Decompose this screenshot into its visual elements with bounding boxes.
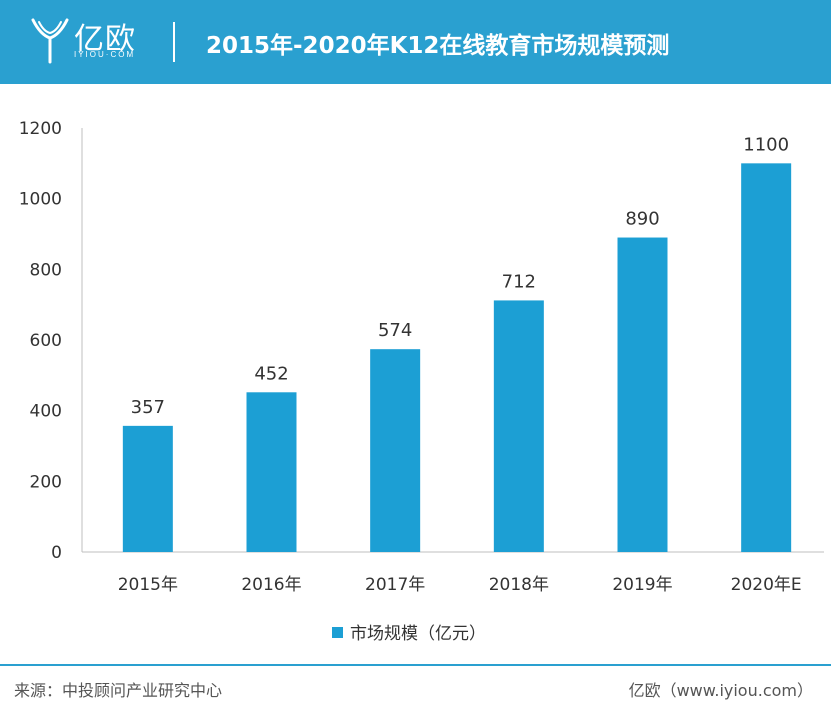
header-divider	[173, 22, 175, 62]
footer-divider	[0, 664, 831, 666]
bar	[493, 300, 544, 552]
bar-chart: 0 200 400 600 800 1000 1200 357 2015年 452 2016年 574…	[19, 119, 824, 644]
data-label: 574	[378, 320, 412, 341]
y-tick-label: 0	[51, 543, 62, 563]
footer-source: 来源：中投顾问产业研究中心	[14, 681, 223, 700]
bar	[246, 392, 297, 552]
legend-label: 市场规模（亿元）	[350, 624, 486, 644]
y-tick-label: 800	[30, 260, 62, 280]
bar	[741, 163, 792, 553]
x-tick-label: 2018年	[489, 575, 549, 595]
x-tick-label: 2015年	[118, 575, 178, 595]
y-tick-label: 1200	[19, 119, 62, 139]
bar	[617, 237, 668, 553]
header-banner: 亿欧 IYIOU·COM 2015年-2020年K12在线教育市场规模预测	[0, 0, 831, 84]
y-tick-label: 200	[30, 472, 62, 492]
data-label: 890	[625, 209, 659, 230]
bar	[370, 349, 421, 552]
y-tick-label: 400	[30, 402, 62, 422]
x-tick-label: 2016年	[241, 575, 301, 595]
footer-brand: 亿欧（www.iyiou.com）	[628, 681, 813, 700]
data-label: 1100	[743, 134, 789, 155]
logo-text: 亿欧	[74, 22, 136, 57]
legend-swatch	[332, 627, 343, 638]
data-label: 357	[131, 397, 165, 418]
x-tick-label: 2019年	[612, 575, 672, 595]
y-tick-label: 1000	[19, 190, 62, 210]
y-tick-label: 600	[30, 331, 62, 351]
x-tick-label: 2017年	[365, 575, 425, 595]
data-label: 712	[502, 271, 536, 292]
page-title: 2015年-2020年K12在线教育市场规模预测	[206, 33, 670, 59]
x-tick-label: 2020年E	[731, 575, 802, 595]
yiou-logo-icon	[31, 18, 69, 64]
bar	[122, 425, 173, 552]
data-label: 452	[254, 363, 288, 384]
logo-subtext: IYIOU·COM	[74, 50, 136, 59]
